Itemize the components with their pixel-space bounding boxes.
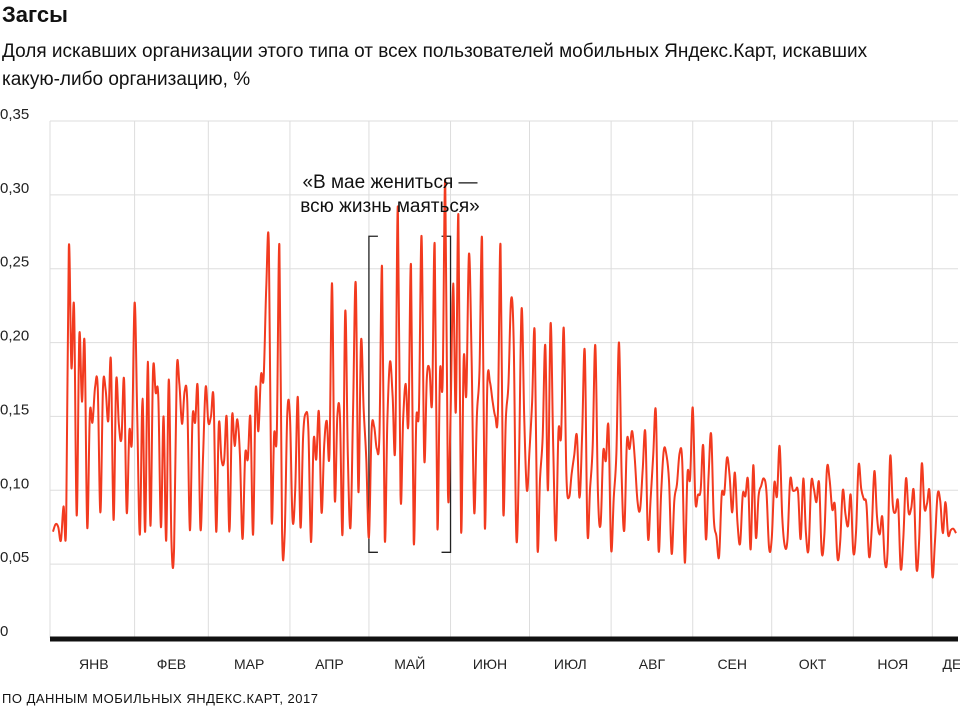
- month-label: ЯНВ: [79, 656, 109, 672]
- series-group: [52, 179, 957, 579]
- bracket-left: [368, 235, 378, 553]
- chart-subtitle: Доля искавших организации этого типа от …: [2, 41, 868, 90]
- chart-title: Загсы: [2, 2, 68, 27]
- grid-lines: [49, 120, 958, 638]
- month-label: ДЕК: [943, 656, 960, 672]
- y-tick-label: 0: [0, 623, 8, 640]
- y-tick-label: 0,35: [0, 106, 29, 123]
- month-label: АПР: [315, 656, 344, 672]
- month-label: ФЕВ: [157, 656, 186, 672]
- x-axis-ticks: ЯНВ ФЕВ МАР АПР МАЙ ИЮН ИЮЛ АВГ СЕН ОКТ НОЯ ДЕК: [79, 655, 960, 672]
- annotation-line-2: всю жизнь маяться»: [300, 196, 480, 217]
- month-label: СЕН: [717, 656, 747, 672]
- month-label: ОКТ: [799, 656, 827, 672]
- y-tick-label: 0,20: [0, 328, 29, 345]
- may-annotation: «В мае жениться — всю жизнь маяться»: [270, 171, 510, 219]
- month-label: МАЙ: [394, 655, 425, 672]
- y-tick-label: 0,05: [0, 549, 29, 566]
- y-tick-label: 0,25: [0, 254, 29, 271]
- month-label: АВГ: [639, 656, 666, 672]
- series-line: [52, 179, 957, 579]
- source-note: ПО ДАННЫМ МОБИЛЬНЫХ ЯНДЕКС.КАРТ, 2017: [2, 691, 319, 706]
- month-label: ИЮЛ: [554, 656, 587, 672]
- month-label: МАР: [234, 656, 264, 672]
- y-tick-label: 0,30: [0, 180, 29, 197]
- y-axis-ticks: 0 0,05 0,10 0,15 0,20 0,25 0,30 0,35: [0, 106, 29, 640]
- month-label: ИЮН: [473, 656, 507, 672]
- annotation-line-1: «В мае жениться —: [302, 172, 478, 193]
- y-tick-label: 0,10: [0, 475, 29, 492]
- y-tick-label: 0,15: [0, 401, 29, 418]
- month-label: НОЯ: [877, 656, 908, 672]
